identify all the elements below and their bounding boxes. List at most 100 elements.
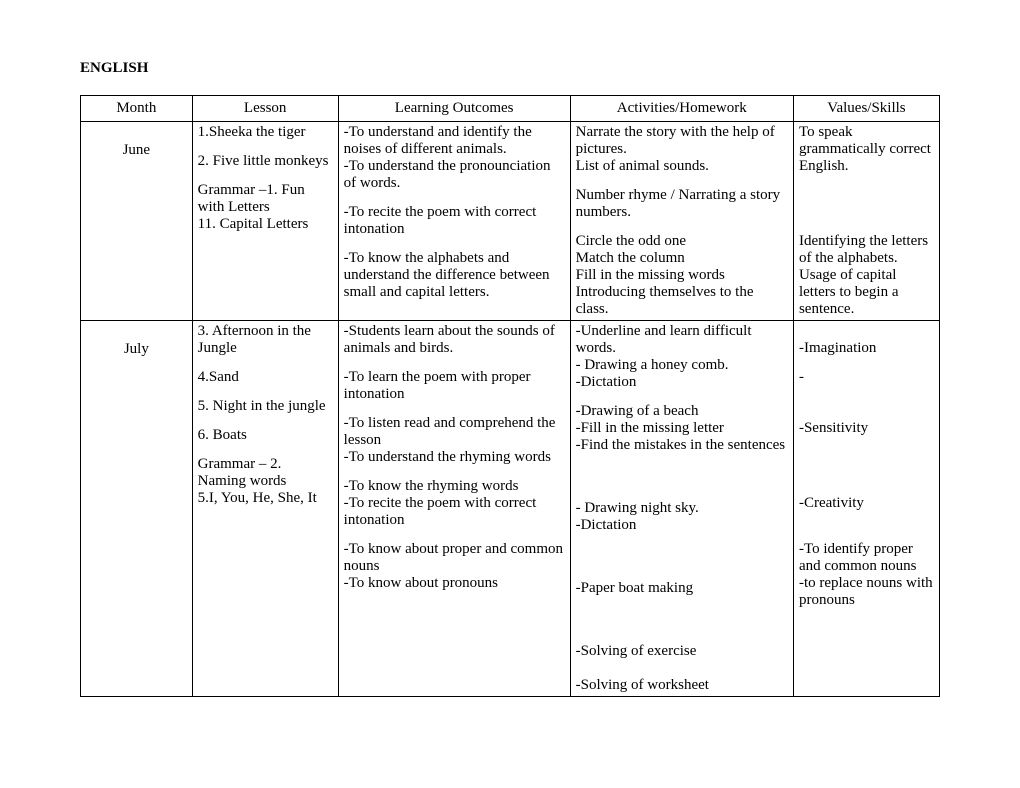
cell-section: -Solving of exercise -Solving of workshe… — [576, 609, 788, 694]
cell-line — [576, 660, 788, 677]
cell-line: Fill in the missing words — [576, 267, 788, 284]
cell-section: -Paper boat making — [576, 546, 788, 597]
cell-line: -To recite the poem with correct intonat… — [344, 204, 565, 238]
col-month: Month — [81, 96, 193, 122]
cell-section: - -Sensitivity — [799, 369, 934, 437]
cell-line: -Solving of worksheet — [576, 677, 788, 694]
table-header-row: Month Lesson Learning Outcomes Activitie… — [81, 96, 940, 122]
activities-cell: -Underline and learn difficult words.- D… — [570, 321, 793, 697]
curriculum-table: Month Lesson Learning Outcomes Activitie… — [80, 95, 940, 697]
cell-section: -To learn the poem with proper intonatio… — [344, 369, 565, 403]
cell-line: Identifying the letters of the alphabets… — [799, 233, 934, 267]
cell-section: -To know about proper and common nouns-T… — [344, 541, 565, 592]
cell-section: -To identify proper and common nouns-to … — [799, 524, 934, 609]
cell-line: Number rhyme / Narrating a story numbers… — [576, 187, 788, 221]
cell-line: Match the column — [576, 250, 788, 267]
cell-line: 6. Boats — [198, 427, 333, 444]
cell-line: -Dictation — [576, 374, 788, 391]
cell-section — [799, 449, 934, 466]
cell-line — [576, 466, 788, 483]
outcomes-cell: -Students learn about the sounds of anim… — [338, 321, 570, 697]
cell-section: -Creativity — [799, 478, 934, 512]
cell-line: -Sensitivity — [799, 420, 934, 437]
col-activities: Activities/Homework — [570, 96, 793, 122]
cell-section: Circle the odd oneMatch the columnFill i… — [576, 233, 788, 318]
cell-line: Grammar –1. Fun with Letters — [198, 182, 333, 216]
cell-section: 2. Five little monkeys — [198, 153, 333, 170]
cell-line — [799, 403, 934, 420]
cell-section: -To recite the poem with correct intonat… — [344, 204, 565, 238]
table-row: June 1.Sheeka the tiger 2. Five little mon… — [81, 122, 940, 321]
cell-section: 1.Sheeka the tiger — [198, 124, 333, 141]
table-row: July3. Afternoon in the Jungle4.Sand5. N… — [81, 321, 940, 697]
cell-line: -To understand the pronounciation of wor… — [344, 158, 565, 192]
cell-section: -To understand and identify the noises o… — [344, 124, 565, 192]
cell-line — [799, 478, 934, 495]
cell-line: -To know about pronouns — [344, 575, 565, 592]
cell-line — [799, 323, 934, 340]
cell-line: -To know about proper and common nouns — [344, 541, 565, 575]
document-title: ENGLISH — [80, 60, 940, 77]
cell-section: Narrate the story with the help of pictu… — [576, 124, 788, 175]
cell-section: -To know the rhyming words-To recite the… — [344, 478, 565, 529]
cell-line: Grammar – 2. Naming words — [198, 456, 333, 490]
cell-section: Number rhyme / Narrating a story numbers… — [576, 187, 788, 221]
col-outcomes: Learning Outcomes — [338, 96, 570, 122]
cell-line: -To identify proper and common nouns — [799, 541, 934, 575]
values-cell: To speak grammatically correct English. … — [793, 122, 939, 321]
cell-section: Grammar –1. Fun with Letters11. Capital … — [198, 182, 333, 233]
cell-line: -To know the alphabets and understand th… — [344, 250, 565, 301]
values-cell: -Imagination- -Sensitivity -Creativity -… — [793, 321, 939, 697]
cell-section: -Underline and learn difficult words.- D… — [576, 323, 788, 391]
cell-section: To speak grammatically correct English. — [799, 124, 934, 175]
cell-line: 2. Five little monkeys — [198, 153, 333, 170]
cell-section: -To know the alphabets and understand th… — [344, 250, 565, 301]
cell-line: -Creativity — [799, 495, 934, 512]
cell-line: - Drawing a honey comb. — [576, 357, 788, 374]
cell-line: -Dictation — [576, 517, 788, 534]
cell-line — [799, 386, 934, 403]
cell-line: -Underline and learn difficult words. — [576, 323, 788, 357]
lesson-cell: 3. Afternoon in the Jungle4.Sand5. Night… — [192, 321, 338, 697]
cell-line: -To understand and identify the noises o… — [344, 124, 565, 158]
cell-line: -Find the mistakes in the sentences — [576, 437, 788, 454]
cell-section: -Drawing of a beach-Fill in the missing … — [576, 403, 788, 454]
cell-line — [576, 563, 788, 580]
cell-section: -To listen read and comprehend the lesso… — [344, 415, 565, 466]
cell-line: -To learn the poem with proper intonatio… — [344, 369, 565, 403]
cell-line — [576, 546, 788, 563]
cell-line — [576, 483, 788, 500]
cell-section: Grammar – 2. Naming words5.I, You, He, S… — [198, 456, 333, 507]
cell-line: -To recite the poem with correct intonat… — [344, 495, 565, 529]
cell-line: -Solving of exercise — [576, 643, 788, 660]
month-cell: June — [81, 122, 193, 321]
month-cell: July — [81, 321, 193, 697]
cell-line: Narrate the story with the help of pictu… — [576, 124, 788, 158]
cell-line: List of animal sounds. — [576, 158, 788, 175]
cell-line — [576, 609, 788, 626]
cell-line: -To know the rhyming words — [344, 478, 565, 495]
activities-cell: Narrate the story with the help of pictu… — [570, 122, 793, 321]
cell-section: 5. Night in the jungle — [198, 398, 333, 415]
cell-section: 6. Boats — [198, 427, 333, 444]
cell-section — [799, 187, 934, 204]
cell-section: - Drawing night sky.-Dictation — [576, 466, 788, 534]
cell-line: 4.Sand — [198, 369, 333, 386]
cell-line: - Drawing night sky. — [576, 500, 788, 517]
cell-line: Introducing themselves to the class. — [576, 284, 788, 318]
cell-line: - — [799, 369, 934, 386]
cell-line — [799, 524, 934, 541]
cell-line: -to replace nouns with pronouns — [799, 575, 934, 609]
cell-section: -Students learn about the sounds of anim… — [344, 323, 565, 357]
cell-line: -Drawing of a beach — [576, 403, 788, 420]
cell-section: 4.Sand — [198, 369, 333, 386]
cell-line: 1.Sheeka the tiger — [198, 124, 333, 141]
cell-line: -To listen read and comprehend the lesso… — [344, 415, 565, 449]
cell-line: -Students learn about the sounds of anim… — [344, 323, 565, 357]
cell-line: To speak grammatically correct English. — [799, 124, 934, 175]
cell-line — [576, 626, 788, 643]
cell-line: Usage of capital letters to begin a sent… — [799, 267, 934, 318]
cell-line: 5. Night in the jungle — [198, 398, 333, 415]
cell-line — [799, 216, 934, 233]
cell-line: -To understand the rhyming words — [344, 449, 565, 466]
